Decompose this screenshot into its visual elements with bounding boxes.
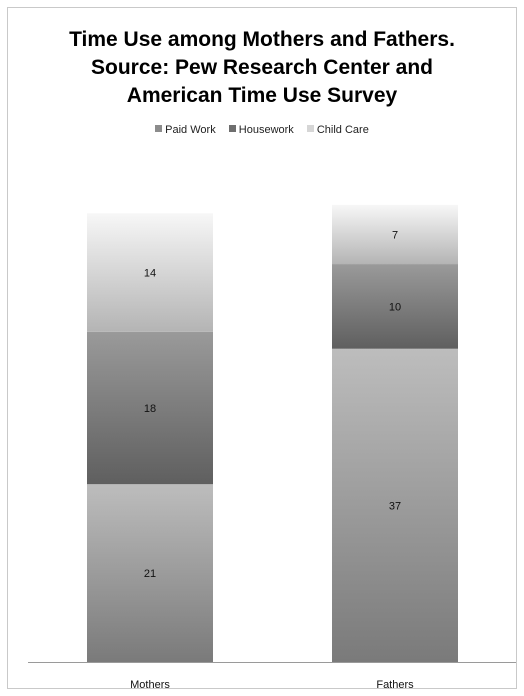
- category-label-mothers: Mothers: [130, 679, 170, 691]
- legend-swatch-child-care: [306, 125, 314, 132]
- bar-fathers-paid-work: [332, 348, 458, 662]
- legend-item-child-care: Child Care: [306, 124, 369, 136]
- data-label-mothers-child-care: 14: [144, 268, 156, 280]
- category-labels: Mothers Fathers: [130, 679, 414, 691]
- legend-item-paid-work: Paid Work: [155, 124, 216, 136]
- data-label-mothers-housework: 18: [144, 403, 156, 415]
- category-label-fathers: Fathers: [376, 679, 414, 691]
- data-label-fathers-child-care: 7: [392, 229, 398, 241]
- data-label-mothers-paid-work: 21: [144, 568, 156, 580]
- chart-legend: Paid Work Housework Child Care: [0, 124, 524, 136]
- legend-item-housework: Housework: [228, 124, 294, 136]
- bars-group: 21 18 14 37 10 7: [87, 204, 458, 662]
- data-label-fathers-paid-work: 37: [389, 500, 401, 512]
- data-label-fathers-housework: 10: [389, 301, 401, 313]
- legend-label-paid-work: Paid Work: [165, 124, 216, 136]
- legend-label-child-care: Child Care: [316, 124, 369, 136]
- legend-label-housework: Housework: [238, 124, 294, 136]
- chart-title-line-3: American Time Use Survey: [126, 84, 398, 107]
- chart-title-line-1: Time Use among Mothers and Fathers.: [69, 28, 455, 51]
- legend-swatch-paid-work: [155, 125, 163, 132]
- chart-title-line-2: Source: Pew Research Center and: [91, 56, 433, 79]
- bar-fathers-housework: [332, 264, 458, 349]
- legend-swatch-housework: [228, 125, 236, 132]
- bar-mothers-child-care: [87, 213, 213, 332]
- bar-mothers-housework: [87, 331, 213, 485]
- bar-fathers-child-care: [332, 204, 458, 265]
- bar-mothers-paid-work: [87, 484, 213, 662]
- chart-title: Time Use among Mothers and Fathers. Sour…: [0, 26, 524, 110]
